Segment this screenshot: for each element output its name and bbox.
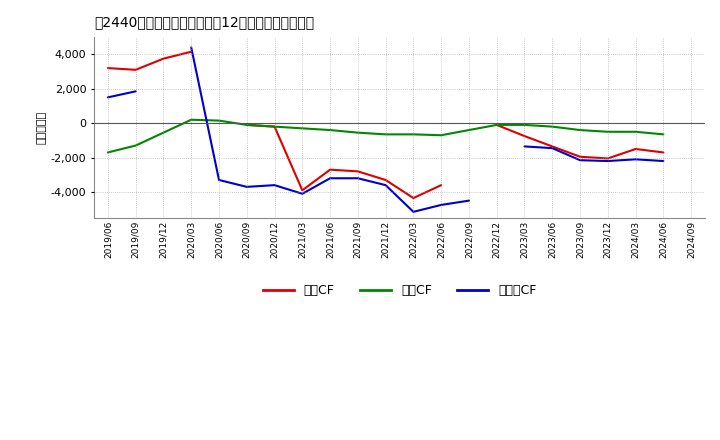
Y-axis label: （百万円）: （百万円） bbox=[37, 111, 47, 144]
Text: 2440　キャッシュフローの12か月移動合計の推移: 2440 キャッシュフローの12か月移動合計の推移 bbox=[94, 15, 314, 29]
Legend: 営業CF, 投資CF, フリーCF: 営業CF, 投資CF, フリーCF bbox=[258, 279, 541, 302]
